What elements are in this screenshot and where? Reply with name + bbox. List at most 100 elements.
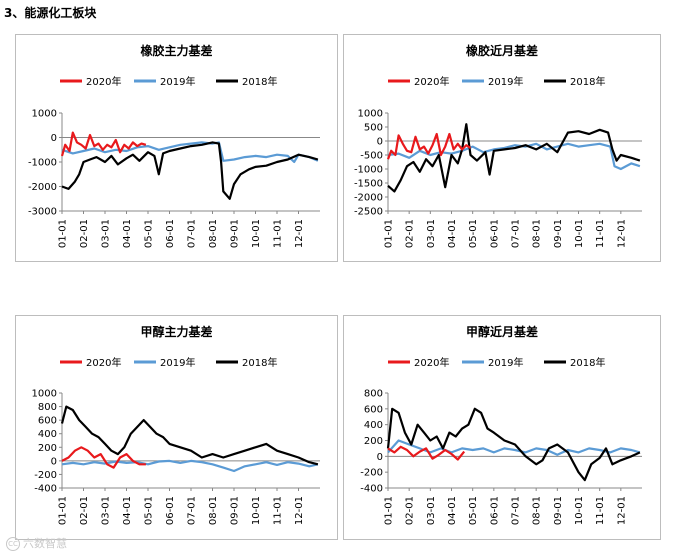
x-tick-label: 12-01: [294, 219, 305, 248]
x-tick-label: 05-01: [468, 219, 479, 248]
y-tick-label: 0: [51, 456, 57, 467]
series-line-2019: [61, 459, 319, 473]
x-tick-label: 06-01: [165, 496, 176, 525]
x-tick-label: 04-01: [122, 496, 133, 525]
mouse-icon: CC: [6, 537, 20, 551]
series-line-2020: [61, 446, 146, 469]
chart-panel-rubber-near: 橡胶近月基差 2020年 2019年 2018年 -2500 -2000 -1500 -100…: [343, 34, 661, 262]
legend-label: 2019年: [160, 356, 195, 369]
y-tick-label: -200: [34, 470, 57, 481]
y-tick-label: 400: [38, 429, 57, 440]
x-tick-label: 03-01: [426, 496, 437, 525]
y-tick-label: -400: [34, 484, 57, 495]
section-heading: 3、能源化工板块: [4, 6, 97, 20]
x-tick-label: 11-01: [595, 496, 606, 525]
y-tick-label: -1500: [354, 179, 383, 190]
y-tick-label: 800: [364, 389, 383, 400]
y-tick-label: -2000: [354, 193, 383, 204]
legend-label: 2019年: [488, 75, 523, 88]
chart-title: 橡胶主力基差: [140, 43, 212, 58]
series-line-2018: [387, 123, 641, 193]
y-tick-label: 0: [377, 137, 383, 148]
x-tick-label: 03-01: [101, 219, 112, 248]
chart-panel-methanol-main: 甲醇主力基差 2020年 2019年 2018年 -400 -200 0 200 400 600 8…: [15, 315, 338, 540]
x-tick-label: 04-01: [447, 496, 458, 525]
y-tick-label: 1000: [358, 109, 383, 120]
y-tick-label: -400: [360, 484, 383, 495]
x-tick-label: 01-01: [384, 219, 395, 248]
x-tick-label: 09-01: [553, 219, 564, 248]
x-tick-label: 03-01: [101, 496, 112, 525]
y-tick-label: 0: [51, 133, 57, 144]
x-tick-label: 07-01: [187, 219, 198, 248]
x-tick-label: 07-01: [187, 496, 198, 525]
x-tick-label: 03-01: [426, 219, 437, 248]
x-tick-label: 04-01: [122, 219, 133, 248]
y-tick-label: -200: [360, 468, 383, 479]
x-tick-label: 05-01: [468, 496, 479, 525]
legend-label: 2019年: [160, 75, 195, 88]
x-tick-label: 06-01: [165, 219, 176, 248]
x-tick-label: 01-01: [58, 496, 69, 525]
legend-label: 2020年: [86, 356, 121, 369]
y-tick-label: 600: [364, 404, 383, 415]
legend-label: 2018年: [242, 75, 277, 88]
y-tick-label: 200: [364, 436, 383, 447]
x-tick-label: 02-01: [79, 219, 90, 248]
chart-panel-rubber-main: 橡胶主力基差 2020年 2019年 2018年 -3000 -2000 -1000 0 100…: [15, 34, 338, 262]
series-line-2018: [386, 407, 641, 482]
x-tick-label: 10-01: [574, 496, 585, 525]
y-tick-label: -1000: [28, 158, 57, 169]
x-tick-label: 08-01: [532, 219, 543, 248]
legend-label: 2018年: [570, 356, 605, 369]
chart-svg: 甲醇主力基差 2020年 2019年 2018年 -400 -200 0 200 400 600 8…: [32, 324, 320, 525]
x-tick-label: 12-01: [294, 496, 305, 525]
y-tick-label: -2500: [354, 207, 383, 218]
x-tick-label: 05-01: [144, 496, 155, 525]
x-tick-label: 06-01: [489, 219, 500, 248]
x-tick-label: 10-01: [251, 219, 262, 248]
chart-panel-methanol-near: 甲醇近月基差 2020年 2019年 2018年 -400 -200 0 200 400 600 8…: [343, 315, 661, 540]
y-tick-label: 1000: [32, 389, 57, 400]
legend-label: 2018年: [570, 75, 605, 88]
x-tick-label: 07-01: [511, 219, 522, 248]
x-tick-label: 02-01: [405, 219, 416, 248]
y-tick-label: 0: [377, 452, 383, 463]
series-line-2019: [387, 439, 641, 456]
series-line-2018: [61, 141, 319, 200]
x-tick-label: 11-01: [595, 219, 606, 248]
y-tick-label: -3000: [28, 207, 57, 218]
x-tick-label: 11-01: [273, 219, 284, 248]
x-tick-label: 02-01: [405, 496, 416, 525]
x-tick-label: 09-01: [230, 219, 241, 248]
chart-title: 甲醇近月基差: [466, 324, 538, 339]
y-tick-label: -500: [360, 151, 383, 162]
legend-label: 2020年: [86, 75, 121, 88]
chart-svg: 甲醇近月基差 2020年 2019年 2018年 -400 -200 0 200 400 600 8…: [360, 324, 642, 525]
x-tick-label: 08-01: [208, 496, 219, 525]
chart-title: 橡胶近月基差: [466, 43, 538, 58]
chart-title: 甲醇主力基差: [140, 324, 212, 339]
series-line-2020: [60, 131, 147, 157]
chart-svg: 橡胶主力基差 2020年 2019年 2018年 -3000 -2000 -1000 0 100…: [28, 43, 320, 248]
x-tick-label: 10-01: [574, 219, 585, 248]
y-tick-label: 400: [364, 420, 383, 431]
series-line-2020: [386, 132, 472, 160]
x-tick-label: 01-01: [384, 496, 395, 525]
series-line-2018: [60, 405, 319, 466]
x-tick-label: 01-01: [58, 219, 69, 248]
y-tick-label: 1000: [32, 109, 57, 120]
series-line-2020: [387, 445, 466, 461]
y-tick-label: 500: [364, 123, 383, 134]
x-tick-label: 07-01: [511, 496, 522, 525]
y-tick-label: -1000: [354, 165, 383, 176]
legend-label: 2020年: [414, 356, 449, 369]
y-tick-label: 600: [38, 416, 57, 427]
x-tick-label: 10-01: [251, 496, 262, 525]
x-tick-label: 09-01: [553, 496, 564, 525]
x-tick-label: 09-01: [230, 496, 241, 525]
y-tick-label: 800: [38, 402, 57, 413]
x-tick-label: 04-01: [447, 219, 458, 248]
legend-label: 2019年: [488, 356, 523, 369]
x-tick-label: 08-01: [532, 496, 543, 525]
